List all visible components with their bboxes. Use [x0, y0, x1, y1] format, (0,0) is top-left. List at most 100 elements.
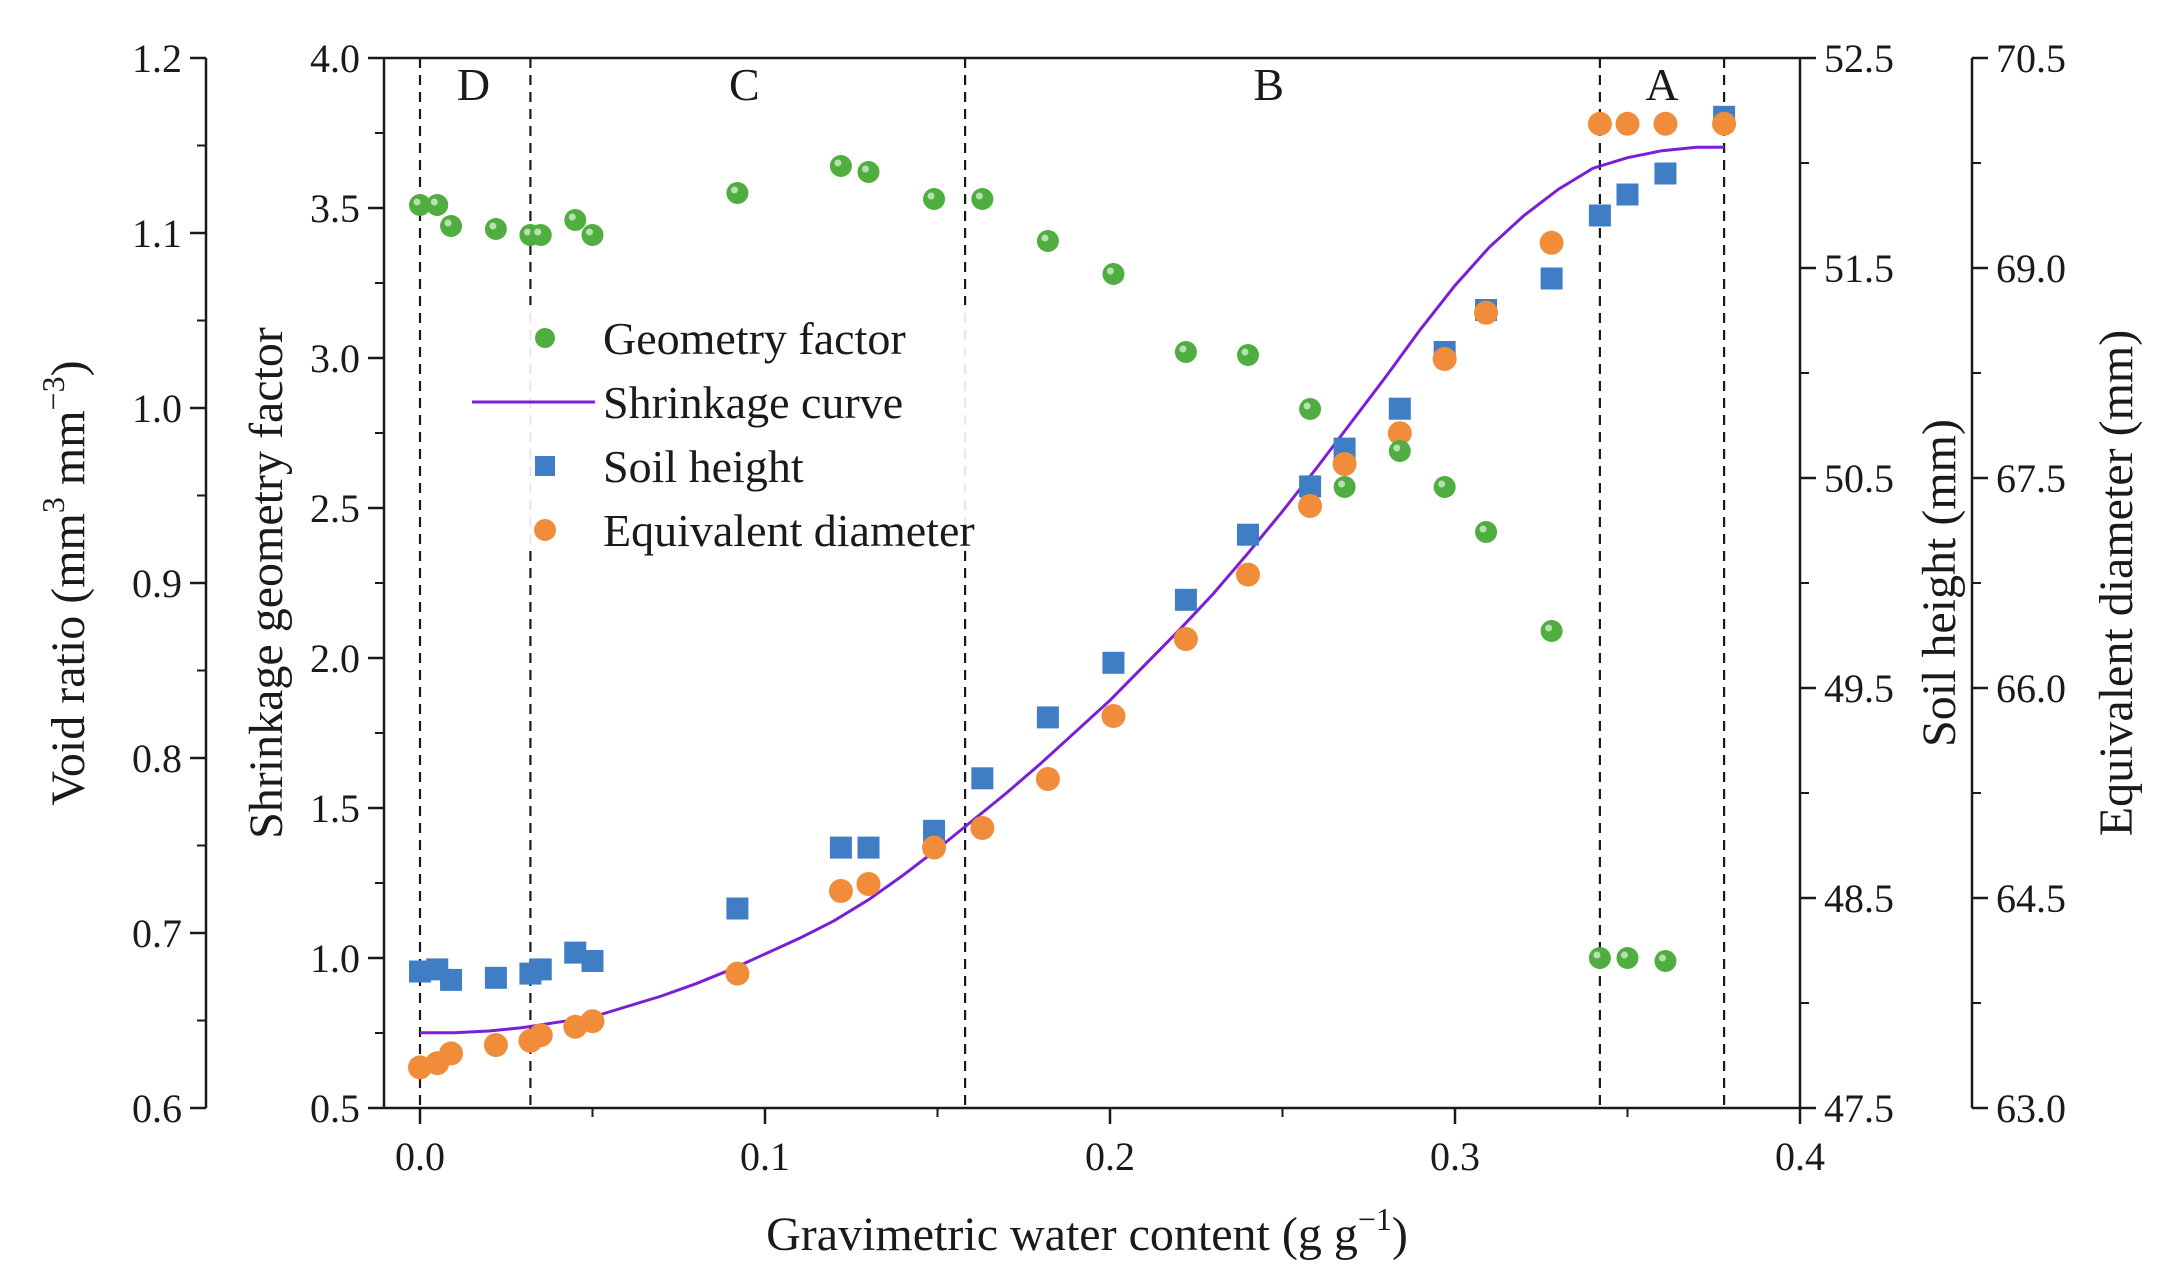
- equivalent-diameter-point: [439, 1041, 464, 1066]
- void-ratio-axis-title: Void ratio (mm3 mm−3): [35, 360, 95, 805]
- geometry-factor-point: [1588, 947, 1611, 969]
- legend-label-soil-height: Soil height: [603, 441, 804, 492]
- geometry-factor-point-highlight: [1479, 525, 1487, 533]
- legend-label-shrinkage: Shrinkage curve: [603, 377, 903, 428]
- soil-height-point: [581, 950, 604, 972]
- plot-area: [420, 58, 1800, 1108]
- legend: Geometry factor Shrinkage curve Soil hei…: [470, 305, 1050, 556]
- geometry-factor-point: [440, 215, 463, 237]
- geometry-tick-label: 1.0: [310, 936, 360, 981]
- soil-height-point: [564, 941, 587, 964]
- geometry-factor-point: [923, 188, 946, 210]
- soil-height-point: [726, 897, 749, 920]
- void-ratio-tick-label: 1.1: [132, 211, 182, 256]
- equiv-diameter-axis-title: Equivalent diameter (mm): [2090, 330, 2143, 836]
- equivalent-diameter-point: [1432, 347, 1457, 371]
- ticks-layer: 0.0 0.1 0.2 0.3 0.4 0.6 0.7 0.8 0.9 1.0 1.1 1.2 0.5 1…: [132, 36, 2066, 1179]
- x-tick-label: 0.1: [740, 1134, 790, 1179]
- soil-height-point: [857, 836, 880, 859]
- geometry-factor-point: [1299, 398, 1322, 420]
- equivalent-diameter-point: [1101, 704, 1126, 728]
- equiv-diameter-tick-label: 63.0: [1996, 1086, 2066, 1131]
- curve-layer: [420, 145, 1725, 1035]
- geometry-factor-point-highlight: [413, 198, 421, 206]
- geometry-factor-point: [564, 209, 587, 231]
- geometry-factor-point: [1540, 620, 1563, 642]
- geometry-factor-point-highlight: [444, 219, 452, 227]
- soil-height-point: [1174, 588, 1197, 611]
- soil-height-point: [971, 767, 994, 790]
- x-tick-label: 0.2: [1085, 1134, 1135, 1179]
- equivalent-diameter-point: [1587, 111, 1612, 136]
- geometry-axis-title: Shrinkage geometry factor: [240, 327, 293, 839]
- geometry-factor-point-highlight: [1303, 402, 1311, 410]
- geometry-factor-point-highlight: [1241, 348, 1249, 356]
- void-ratio-tick-label: 0.7: [132, 911, 182, 956]
- equivalent-diameter-point: [725, 961, 750, 986]
- equivalent-diameter-point: [483, 1033, 508, 1057]
- region-label-d: D: [457, 59, 490, 110]
- geometry-tick-label: 2.5: [310, 486, 360, 531]
- geometry-factor-point-highlight: [1179, 345, 1187, 353]
- equiv-diameter-tick-label: 66.0: [1996, 666, 2066, 711]
- equivalent-diameter-point: [528, 1023, 553, 1048]
- equivalent-diameter-point: [1173, 627, 1198, 651]
- geometry-factor-point-highlight: [430, 198, 438, 206]
- geometry-factor-point: [529, 224, 552, 246]
- geometry-factor-point-highlight: [586, 228, 593, 236]
- soil-height-point: [829, 836, 852, 859]
- geometry-factor-point: [1174, 341, 1197, 363]
- geometry-factor-point-highlight: [834, 159, 842, 167]
- x-tick-label: 0.3: [1430, 1134, 1480, 1179]
- geometry-factor-point-highlight: [534, 228, 542, 236]
- equiv-diameter-tick-label: 69.0: [1996, 246, 2066, 291]
- legend-marker-soil-height: [535, 456, 555, 476]
- geometry-factor-point: [581, 224, 604, 246]
- equivalent-diameter-point: [1236, 562, 1260, 587]
- void-ratio-tick-label: 1.2: [132, 36, 182, 81]
- equivalent-diameter-point: [1332, 452, 1357, 476]
- soil-height-point: [923, 819, 946, 842]
- soil-height-point: [1388, 397, 1411, 420]
- equivalent-diameter-point: [922, 835, 947, 860]
- soil-height-point: [1036, 706, 1059, 729]
- soil-height-point: [529, 958, 552, 981]
- region-label-a: A: [1645, 59, 1678, 110]
- equivalent-diameter-point: [1539, 230, 1564, 255]
- geometry-factor-point: [1475, 521, 1498, 543]
- geometry-factor-point-highlight: [1393, 444, 1401, 452]
- soil-height-point: [1540, 267, 1563, 290]
- geometry-factor-point: [971, 188, 994, 210]
- soil-height-axis-title: Soil height (mm): [1913, 419, 1966, 747]
- geometry-factor-point: [1036, 230, 1059, 252]
- geometry-factor-point-highlight: [1338, 480, 1346, 488]
- soil-height-point: [409, 960, 431, 983]
- x-tick-label: 0.4: [1775, 1134, 1825, 1179]
- equivalent-diameter-point: [1712, 111, 1737, 136]
- geometry-factor-point-highlight: [927, 192, 935, 200]
- soil-height-tick-label: 52.5: [1824, 36, 1894, 81]
- geometry-factor-point-highlight: [1621, 951, 1628, 959]
- equiv-diameter-tick-label: 64.5: [1996, 876, 2066, 921]
- equivalent-diameter-point: [856, 872, 881, 896]
- equivalent-diameter-point: [970, 816, 995, 840]
- soil-height-point: [1102, 651, 1125, 674]
- equivalent-diameter-point: [1387, 421, 1412, 446]
- geometry-factor-point-highlight: [568, 213, 576, 221]
- void-ratio-tick-label: 0.9: [132, 561, 182, 606]
- geometry-factor-point-highlight: [1438, 480, 1446, 488]
- geometry-factor-point-highlight: [1106, 267, 1114, 275]
- geometry-factor-point-highlight: [523, 228, 531, 236]
- soil-height-tick-label: 48.5: [1824, 876, 1894, 921]
- geometry-factor-point-highlight: [489, 222, 497, 230]
- equivalent-diameter-point: [1474, 300, 1499, 325]
- geometry-factor-point-highlight: [1545, 624, 1553, 632]
- legend-box: [470, 305, 1050, 550]
- equivalent-diameter-point: [580, 1009, 605, 1034]
- soil-height-point: [1654, 162, 1677, 185]
- soil-height-point: [484, 966, 507, 989]
- soil-height-tick-label: 49.5: [1824, 666, 1894, 711]
- soil-height-point: [1237, 523, 1259, 546]
